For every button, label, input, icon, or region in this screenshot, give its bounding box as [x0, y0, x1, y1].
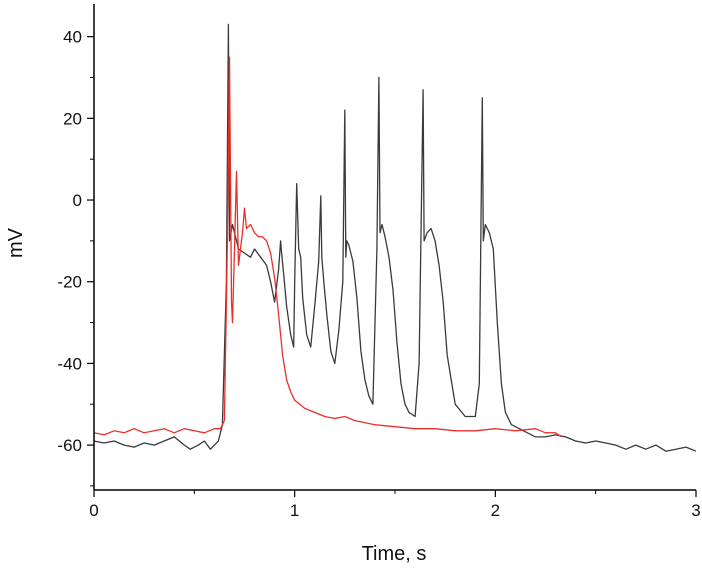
y-tick-label: 20 [63, 109, 82, 128]
x-tick-label: 3 [691, 501, 700, 520]
series-layer [93, 23, 697, 452]
y-tick-label: 40 [63, 28, 82, 47]
y-tick-label: -60 [57, 436, 82, 455]
y-tick-label: 0 [73, 191, 82, 210]
x-tick-label: 0 [89, 501, 98, 520]
series-line-2 [93, 56, 562, 438]
x-tick-label: 1 [290, 501, 299, 520]
axes-layer: 0 1 2 3 -60 -40 -20 0 20 40 [57, 4, 701, 520]
y-tick-label: -20 [57, 273, 82, 292]
x-axis-title: Time, s [362, 543, 427, 565]
x-tick-label: 2 [491, 501, 500, 520]
series-line-1 [93, 23, 697, 452]
y-axis-title: mV [5, 227, 27, 258]
y-tick-label: -40 [57, 354, 82, 373]
